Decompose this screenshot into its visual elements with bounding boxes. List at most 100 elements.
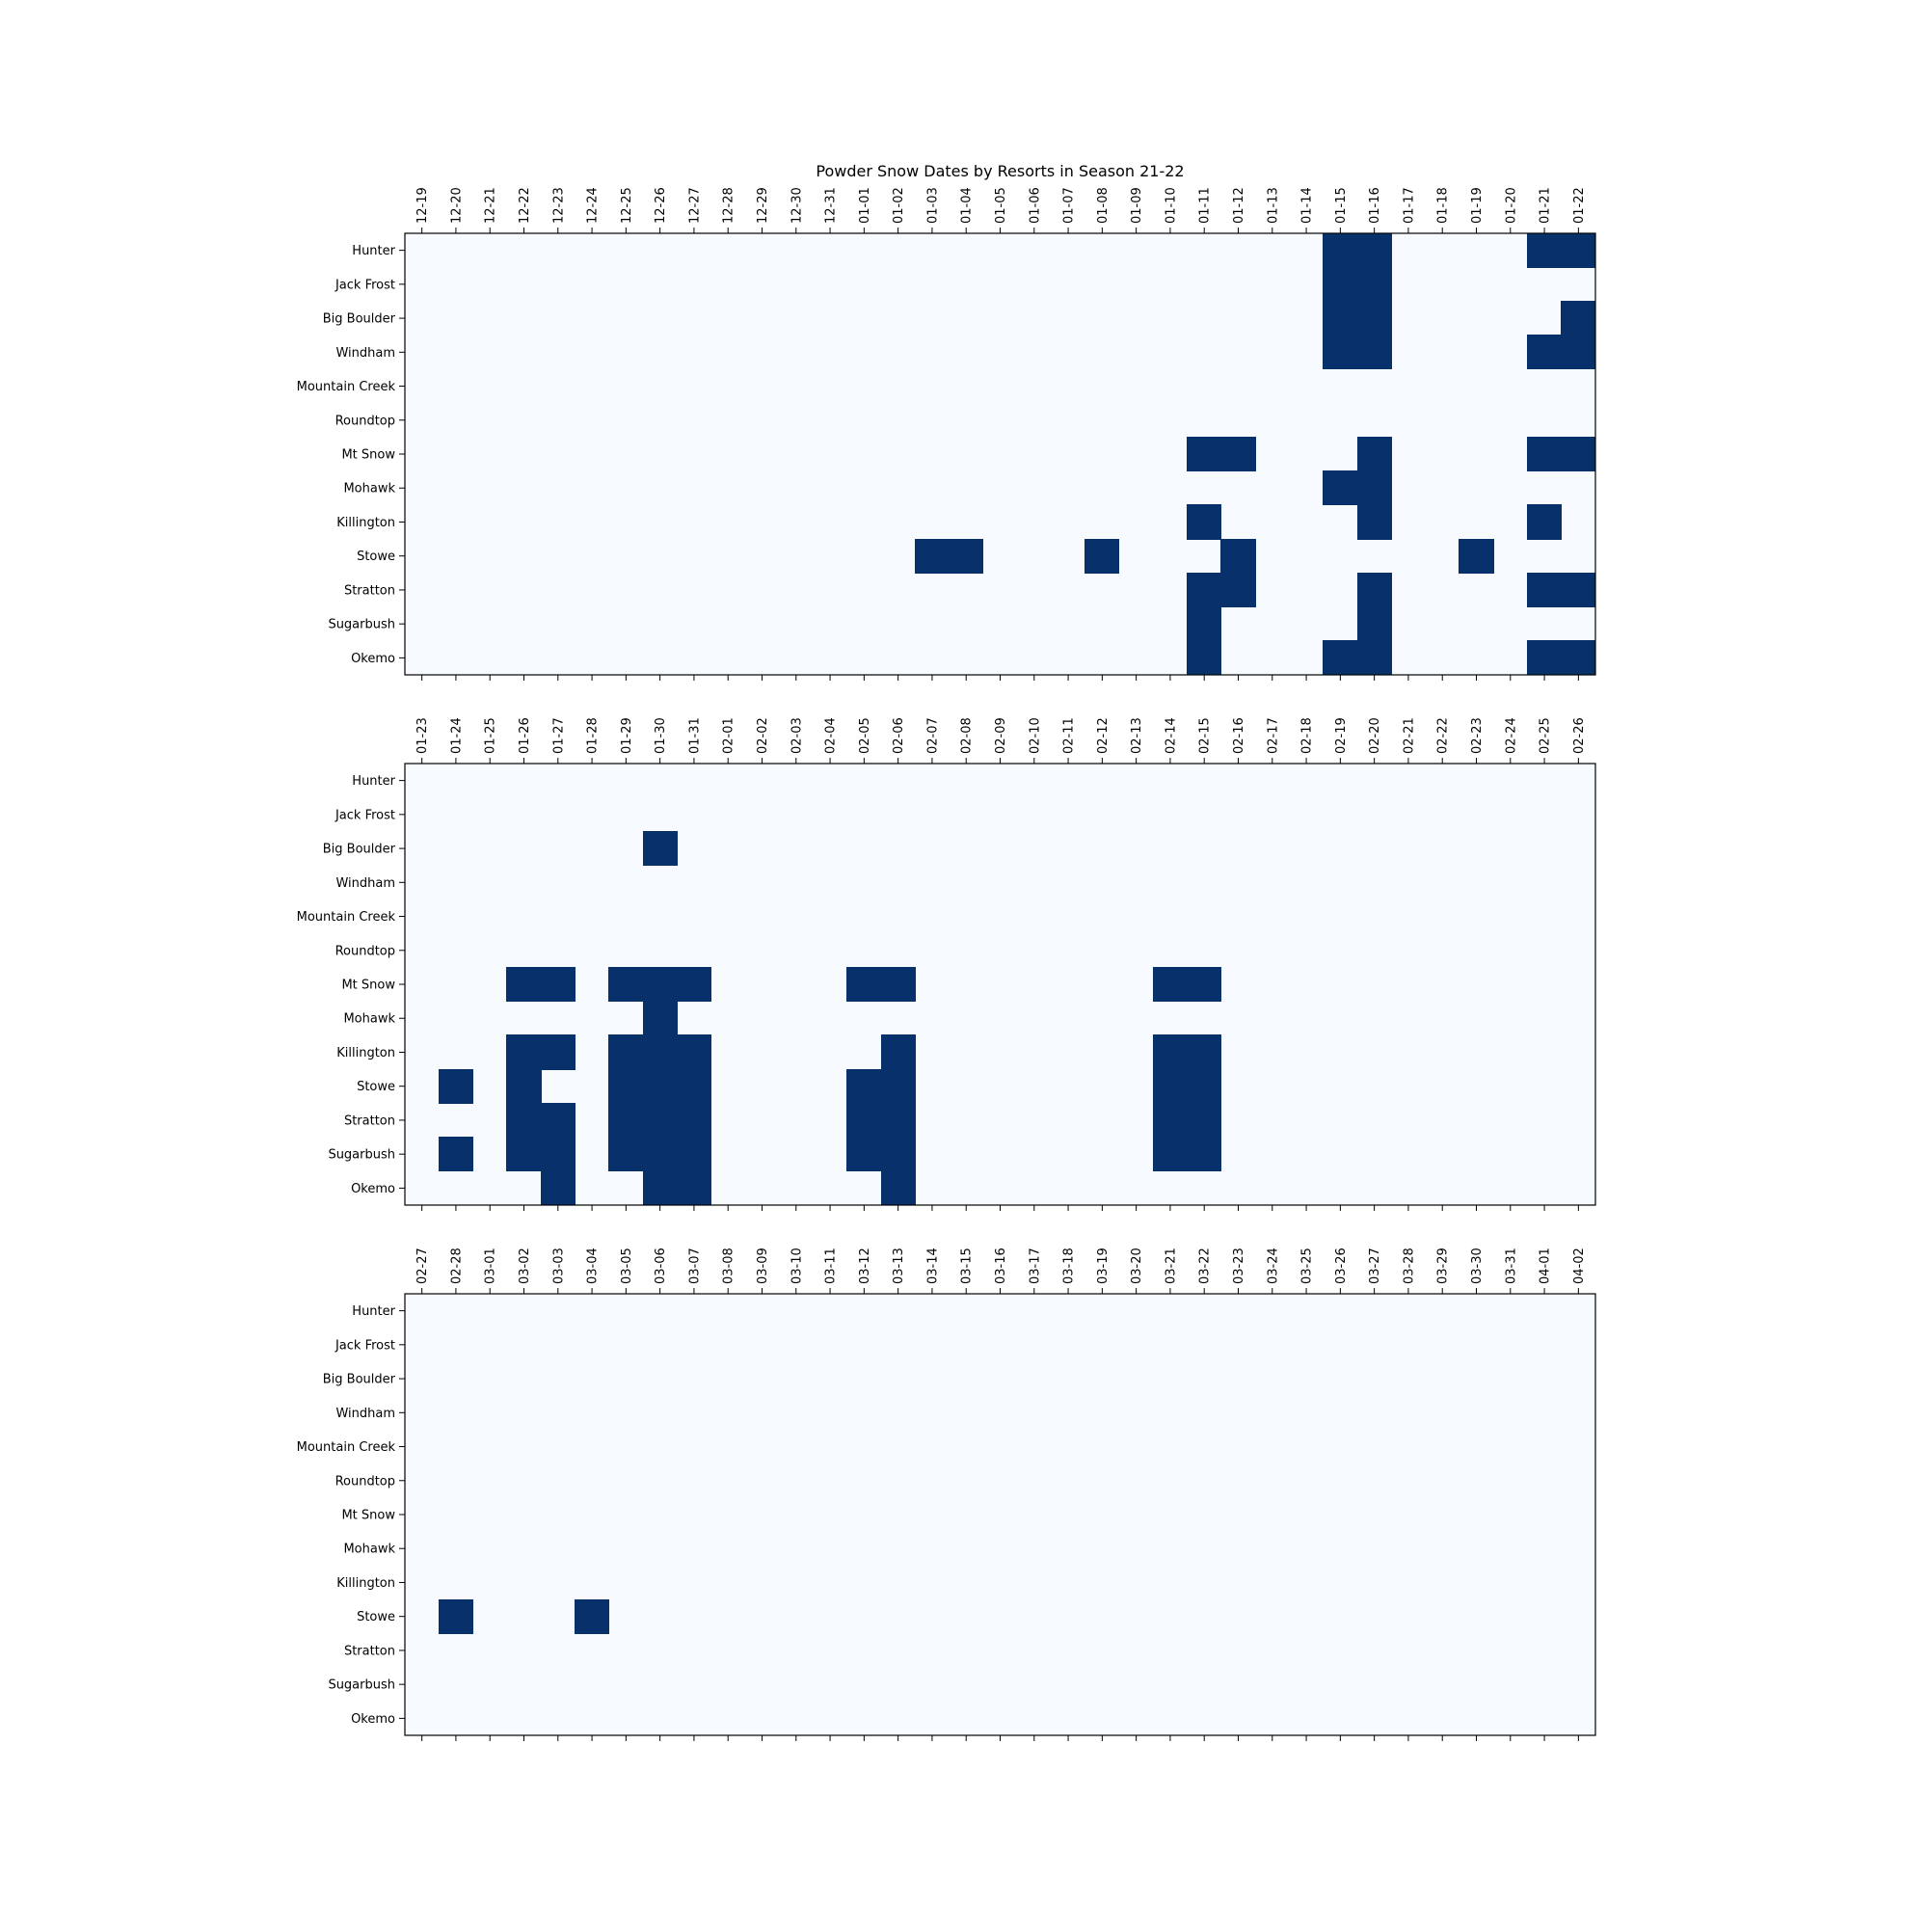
- powder-cell: [1527, 437, 1562, 471]
- x-tick-label: 01-13: [1266, 187, 1280, 224]
- y-tick-label: Stowe: [357, 1080, 395, 1094]
- x-tick-label: 02-18: [1300, 717, 1315, 754]
- powder-cell: [1153, 1103, 1188, 1138]
- x-tick-label: 12-20: [449, 187, 464, 224]
- x-tick-label: 12-27: [687, 187, 702, 224]
- powder-cell: [1357, 301, 1392, 335]
- powder-cell: [1323, 233, 1357, 268]
- powder-cell: [506, 967, 542, 1002]
- powder-cell: [608, 1069, 643, 1104]
- powder-cell: [643, 1001, 678, 1035]
- x-tick-label: 02-13: [1130, 717, 1144, 754]
- powder-cell: [1323, 301, 1357, 335]
- x-tick-label: 04-02: [1572, 1248, 1587, 1284]
- x-tick-label: 02-06: [892, 717, 906, 754]
- x-tick-label: 12-22: [518, 187, 532, 224]
- powder-cell: [1357, 233, 1392, 268]
- x-tick-label: 12-26: [654, 187, 668, 224]
- y-tick-label: Okemo: [351, 652, 395, 666]
- powder-cell: [1220, 539, 1256, 574]
- x-tick-label: 03-14: [925, 1248, 940, 1284]
- powder-cell: [541, 967, 576, 1002]
- x-tick-label: 01-23: [415, 717, 430, 754]
- powder-cell: [608, 967, 643, 1002]
- x-tick-label: 02-26: [1572, 717, 1587, 754]
- x-tick-label: 01-10: [1164, 187, 1178, 224]
- powder-cell: [1153, 1137, 1188, 1171]
- powder-cell: [846, 1103, 881, 1138]
- powder-cell: [1527, 573, 1562, 607]
- x-tick-label: 01-24: [449, 717, 464, 754]
- powder-cell: [1153, 1069, 1188, 1104]
- x-tick-label: 01-01: [858, 187, 872, 224]
- x-tick-label: 01-06: [1028, 187, 1042, 224]
- powder-cell: [1357, 504, 1392, 540]
- powder-cell: [1153, 1034, 1188, 1070]
- powder-cell: [1357, 335, 1392, 369]
- powder-cell: [1561, 437, 1595, 471]
- x-tick-label: 03-18: [1062, 1248, 1077, 1284]
- y-tick-label: Killington: [336, 1046, 395, 1060]
- x-tick-label: 03-09: [756, 1248, 770, 1284]
- x-tick-label: 01-09: [1130, 187, 1144, 224]
- panel-background: [405, 764, 1595, 1205]
- powder-cell: [1357, 470, 1392, 505]
- x-tick-label: 01-03: [925, 187, 940, 224]
- y-tick-label: Roundtop: [335, 944, 395, 958]
- x-tick-label: 03-20: [1130, 1248, 1144, 1284]
- x-tick-label: 03-15: [960, 1248, 975, 1284]
- x-tick-label: 02-22: [1436, 717, 1451, 754]
- powder-cell: [1323, 267, 1357, 302]
- x-tick-label: 01-12: [1232, 187, 1246, 224]
- x-tick-label: 01-08: [1096, 187, 1111, 224]
- heatmap-panel-1: Hunter Jack Frost Big Boulder Windham Mounta…: [297, 187, 1596, 681]
- powder-cell: [1084, 539, 1119, 574]
- powder-cell: [1187, 437, 1221, 471]
- x-tick-label: 02-20: [1368, 717, 1382, 754]
- y-tick-label: Okemo: [351, 1182, 395, 1196]
- powder-cell: [1459, 539, 1494, 574]
- powder-cell: [881, 1170, 916, 1205]
- x-tick-label: 03-13: [892, 1248, 906, 1284]
- powder-cell: [1357, 437, 1392, 471]
- panel-background: [405, 1294, 1595, 1735]
- x-tick-label: 03-30: [1470, 1248, 1485, 1284]
- y-tick-label: Stowe: [357, 550, 395, 564]
- y-tick-label: Big Boulder: [323, 312, 396, 327]
- y-tick-label: Hunter: [352, 244, 395, 258]
- x-tick-label: 02-17: [1266, 717, 1280, 754]
- x-tick-label: 01-26: [518, 717, 532, 754]
- x-tick-label: 03-27: [1368, 1248, 1382, 1284]
- powder-cell: [643, 1069, 678, 1104]
- y-tick-label: Okemo: [351, 1712, 395, 1727]
- x-tick-label: 02-04: [824, 717, 839, 754]
- x-tick-label: 03-08: [722, 1248, 736, 1284]
- y-tick-label: Jack Frost: [335, 1338, 395, 1353]
- powder-cell: [643, 1034, 678, 1070]
- powder-cell: [1220, 573, 1256, 607]
- x-tick-label: 03-06: [654, 1248, 668, 1284]
- heatmap-panel-2: Hunter Jack Frost Big Boulder Windham Mounta…: [297, 717, 1596, 1211]
- powder-cell: [506, 1069, 542, 1104]
- y-tick-label: Mountain Creek: [297, 910, 396, 925]
- y-tick-label: Jack Frost: [335, 278, 395, 292]
- x-tick-label: 03-21: [1164, 1248, 1178, 1284]
- powder-cell: [541, 1137, 576, 1171]
- powder-cell: [439, 1137, 473, 1171]
- x-tick-label: 01-31: [687, 717, 702, 754]
- x-tick-label: 03-11: [824, 1248, 839, 1284]
- powder-cell: [1561, 301, 1595, 335]
- x-tick-label: 03-19: [1096, 1248, 1111, 1284]
- x-tick-label: 02-27: [415, 1248, 430, 1284]
- powder-cell: [1187, 967, 1221, 1002]
- x-tick-label: 03-31: [1504, 1248, 1518, 1284]
- y-tick-label: Stratton: [344, 583, 395, 598]
- x-tick-label: 02-10: [1028, 717, 1042, 754]
- x-tick-label: 02-08: [960, 717, 975, 754]
- x-tick-label: 02-11: [1062, 717, 1077, 754]
- x-tick-label: 02-25: [1539, 717, 1553, 754]
- x-tick-label: 02-21: [1402, 717, 1416, 754]
- powder-cell: [1187, 606, 1221, 641]
- x-tick-label: 03-12: [858, 1248, 872, 1284]
